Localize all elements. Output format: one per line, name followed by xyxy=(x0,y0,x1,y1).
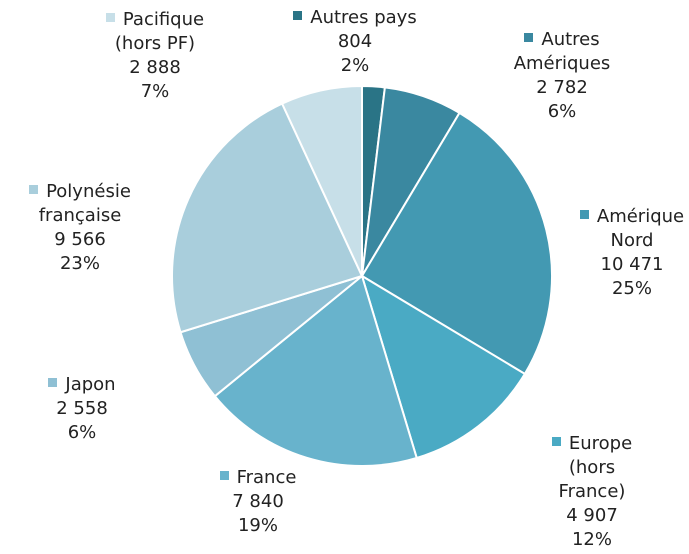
category-line: Amérique Nord xyxy=(577,205,687,253)
percentage-label: 2% xyxy=(340,55,370,76)
value-label: 804 xyxy=(337,31,373,52)
legend-marker xyxy=(551,437,561,446)
pie-slice xyxy=(360,111,553,376)
legend-marker xyxy=(29,185,39,194)
category-label: Amérique Nord xyxy=(596,206,685,251)
percentage-label: 23% xyxy=(59,253,100,274)
slice-label: Pacifique (hors PF) 2 888 7% xyxy=(93,8,218,104)
slice-label: Amérique Nord 10 471 25% xyxy=(577,205,687,301)
pie-slice xyxy=(213,274,418,467)
slice-label: Japon 2 558 6% xyxy=(27,373,137,445)
category-label: Polynésie française xyxy=(38,181,131,226)
slice-label: France 7 840 19% xyxy=(198,466,318,538)
slice-label: Europe (hors France) 4 907 12% xyxy=(545,432,640,552)
category-label: Europe (hors France) xyxy=(558,433,633,502)
legend-marker xyxy=(48,378,58,387)
legend-marker xyxy=(105,13,115,22)
slice-label: Autres pays 804 2% xyxy=(270,6,440,78)
pie-slice xyxy=(280,84,363,277)
category-label: Japon xyxy=(65,374,116,395)
category-line: Polynésie française xyxy=(5,180,155,228)
slice-label: Autres Amériques 2 782 6% xyxy=(497,28,627,124)
category-line: France xyxy=(198,466,318,490)
slice-label: Polynésie française 9 566 23% xyxy=(5,180,155,276)
category-line: Autres Amériques xyxy=(497,28,627,76)
percentage-label: 25% xyxy=(611,278,652,299)
legend-marker xyxy=(219,471,229,480)
value-label: 4 907 xyxy=(566,505,618,526)
value-label: 7 840 xyxy=(232,491,284,512)
legend-marker xyxy=(293,11,303,20)
category-line: Japon xyxy=(27,373,137,397)
category-label: Autres pays xyxy=(310,7,417,28)
percentage-label: 19% xyxy=(237,515,278,536)
value-label: 10 471 xyxy=(600,254,664,275)
percentage-label: 12% xyxy=(571,529,612,550)
category-line: Autres pays xyxy=(270,6,440,30)
category-line: Pacifique (hors PF) xyxy=(93,8,218,56)
value-label: 2 558 xyxy=(56,398,108,419)
category-label: Pacifique (hors PF) xyxy=(114,9,205,54)
pie-slice xyxy=(360,273,527,460)
value-label: 9 566 xyxy=(54,229,106,250)
percentage-label: 6% xyxy=(67,422,97,443)
percentage-label: 7% xyxy=(140,81,170,102)
pie-slice xyxy=(171,102,364,334)
category-label: France xyxy=(236,467,297,488)
value-label: 2 888 xyxy=(129,57,181,78)
category-label: Autres Amériques xyxy=(513,29,611,74)
percentage-label: 6% xyxy=(547,101,577,122)
legend-marker xyxy=(579,210,589,219)
legend-marker xyxy=(524,33,534,42)
value-label: 2 782 xyxy=(536,77,588,98)
category-line: Europe (hors France) xyxy=(545,432,640,504)
